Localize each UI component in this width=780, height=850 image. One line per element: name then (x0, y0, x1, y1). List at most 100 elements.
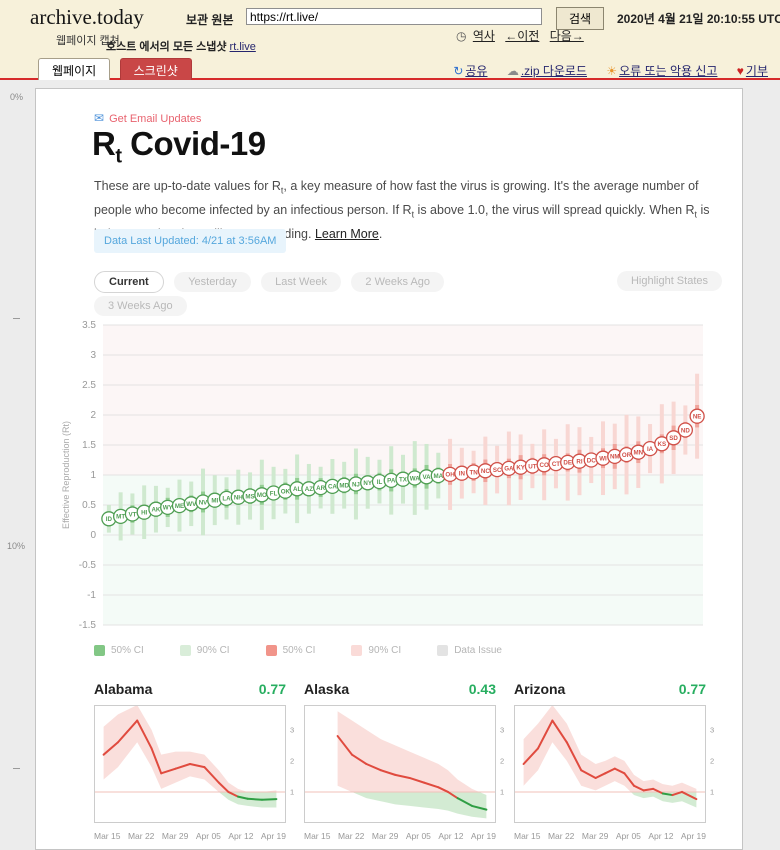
filter-2-weeks-ago[interactable]: 2 Weeks Ago (351, 272, 445, 292)
svg-text:MA: MA (433, 473, 443, 480)
legend-item: Data Issue (437, 645, 502, 656)
svg-text:PA: PA (387, 478, 396, 485)
legend-item: 90% CI (351, 645, 401, 656)
svg-text:AR: AR (316, 485, 325, 492)
svg-text:ND: ND (681, 427, 690, 434)
x-tick-label: Apr 12 (228, 831, 254, 841)
state-chart-svg[interactable]: 1 2 3 (304, 705, 510, 823)
svg-text:NC: NC (481, 468, 490, 475)
next-snapshot-link[interactable]: 다음→ (549, 29, 584, 43)
learn-more-link[interactable]: Learn More (314, 227, 379, 242)
state-chart-svg[interactable]: 1 2 3 (514, 705, 720, 823)
svg-text:IN: IN (459, 471, 466, 478)
clock-icon: ◷ (456, 29, 467, 43)
archive-logo[interactable]: archive.today (30, 5, 144, 29)
svg-text:MI: MI (211, 498, 218, 505)
filter-row-2: 3 Weeks Ago (94, 296, 193, 316)
share-icon: ↻ (453, 64, 464, 78)
all-snapshots-text: 호스트 에서의 모든 스냅샷 (106, 41, 230, 53)
svg-text:MS: MS (245, 493, 254, 500)
svg-text:AL: AL (293, 486, 301, 493)
archive-action-links: ↻ 공유 ☁ .zip 다운로드 ☀ 오류 또는 악용 신고 ♥ 기부 (437, 62, 768, 79)
svg-text:2: 2 (500, 756, 504, 765)
archive-header: archive.today 웹페이지 캡쳐 보관 원본 검색 2020년 4월 … (0, 0, 780, 58)
x-tick-label: Apr 12 (438, 831, 464, 841)
state-panel-arizona: Arizona 0.77 1 2 3 Mar 15 Mar 22 Mar 29 Apr 0… (514, 681, 720, 841)
svg-text:FL: FL (270, 490, 278, 497)
svg-text:-1.5: -1.5 (79, 620, 97, 631)
email-updates-label: Get Email Updates (109, 113, 202, 125)
search-button[interactable]: 검색 (556, 7, 605, 30)
history-link[interactable]: 역사 (472, 29, 495, 43)
ruler-tick (13, 318, 20, 319)
filter-yesterday[interactable]: Yesterday (174, 272, 251, 292)
donate-label: 기부 (745, 64, 768, 78)
filter-last-week[interactable]: Last Week (261, 272, 341, 292)
svg-text:CO: CO (540, 462, 549, 469)
archived-url-input[interactable] (246, 8, 542, 25)
svg-text:IL: IL (377, 479, 383, 486)
chart-legend: 50% CI 90% CI 50% CI 90% CI Data Issue (94, 645, 502, 656)
svg-text:2: 2 (290, 756, 294, 765)
svg-text:MT: MT (116, 514, 125, 521)
email-icon: ✉ (94, 111, 105, 125)
donate-link[interactable]: ♥ 기부 (737, 64, 768, 78)
state-name: Alaska (304, 681, 350, 697)
main-rt-chart[interactable]: 3.5 3 2.5 2 1.5 1 0.5 0 -0.5 -1 -1.5 ID MT VT HI AK WY ME… (58, 315, 718, 637)
legend-swatch-50ci-green (94, 645, 105, 656)
page-title: Rt Covid-19 (92, 125, 266, 168)
svg-text:WI: WI (599, 456, 607, 463)
x-tick-label: Apr 05 (405, 831, 431, 841)
x-tick-label: Mar 29 (161, 831, 189, 841)
host-link[interactable]: rt.live (229, 41, 256, 53)
x-tick-label: Apr 05 (615, 831, 641, 841)
state-name: Alabama (94, 681, 153, 697)
filter-row: Current Yesterday Last Week 2 Weeks Ago … (94, 271, 722, 293)
rtlive-page-card: ✉ Get Email Updates Rt Covid-19 These are… (35, 88, 743, 850)
tab-screenshot[interactable]: 스크린샷 (119, 58, 192, 82)
cloud-download-icon: ☁ (506, 64, 519, 78)
svg-text:OR: OR (622, 452, 632, 459)
svg-text:CT: CT (552, 461, 560, 468)
filter-current[interactable]: Current (94, 271, 164, 293)
svg-text:UT: UT (528, 463, 536, 470)
svg-text:OK: OK (281, 489, 291, 496)
x-axis-labels: Mar 15 Mar 22 Mar 29 Apr 05 Apr 12 Apr 19 (304, 831, 496, 841)
svg-text:WA: WA (410, 475, 420, 482)
svg-text:-1: -1 (87, 590, 96, 601)
legend-swatch-90ci-green (179, 645, 191, 656)
tab-webpage[interactable]: 웹페이지 (38, 58, 111, 82)
state-panel-alabama: Alabama 0.77 1 2 3 Mar 15 Mar 22 Mar 29 Apr 0… (94, 681, 300, 841)
x-tick-label: Mar 22 (337, 831, 365, 841)
svg-text:1: 1 (710, 787, 714, 796)
prev-snapshot-link[interactable]: ←이전 (505, 29, 540, 43)
svg-text:LA: LA (222, 496, 231, 503)
highlight-states-button[interactable]: Highlight States (616, 271, 722, 291)
state-chart-svg[interactable]: 1 2 3 (94, 705, 300, 823)
email-updates-link[interactable]: ✉ Get Email Updates (94, 111, 201, 125)
svg-text:2: 2 (90, 410, 96, 421)
x-tick-label: Mar 29 (581, 831, 609, 841)
legend-item: 50% CI (94, 645, 144, 656)
svg-text:NV: NV (199, 499, 208, 506)
snapshot-timestamp: 2020년 4월 21일 20:10:55 UTC (617, 12, 780, 26)
svg-text:KY: KY (516, 465, 525, 472)
svg-text:CA: CA (328, 484, 337, 491)
svg-text:GA: GA (504, 466, 514, 473)
x-tick-label: Apr 19 (260, 831, 286, 841)
saved-origin-label: 보관 원본 (186, 13, 234, 27)
filter-3-weeks-ago[interactable]: 3 Weeks Ago (94, 296, 187, 316)
svg-text:MO: MO (257, 492, 267, 499)
x-tick-label: Mar 15 (514, 831, 541, 841)
ruler-0-percent: 0% (10, 92, 24, 102)
legend-item: 50% CI (265, 645, 315, 656)
svg-text:3.5: 3.5 (82, 320, 96, 331)
share-link[interactable]: ↻ 공유 (453, 64, 487, 78)
svg-text:RI: RI (576, 459, 582, 466)
download-zip-link[interactable]: ☁ .zip 다운로드 (507, 64, 587, 78)
x-axis-labels: Mar 15 Mar 22 Mar 29 Apr 05 Apr 12 Apr 19 (94, 831, 286, 841)
report-abuse-link[interactable]: ☀ 오류 또는 악용 신고 (606, 64, 717, 78)
state-rt-value: 0.43 (468, 681, 496, 697)
svg-text:Effective Reproduction (Rt): Effective Reproduction (Rt) (61, 421, 71, 529)
all-snapshots-label: 호스트 에서의 모든 스냅샷 rt.live (106, 38, 256, 54)
